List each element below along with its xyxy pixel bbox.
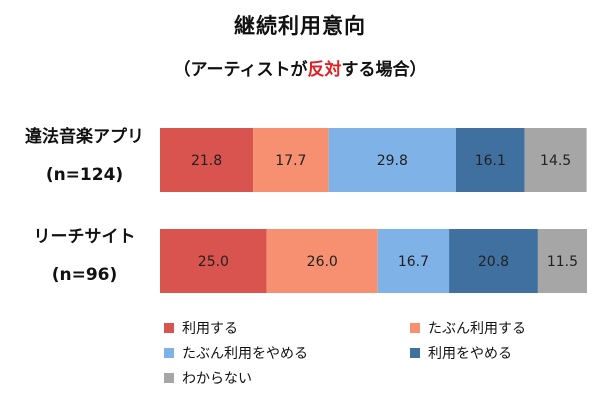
legend-item: 利用をやめる [410, 343, 512, 363]
data-label: 16.7 [398, 254, 429, 270]
data-label: 25.0 [198, 254, 229, 270]
bar-segment [449, 229, 538, 293]
data-label: 17.7 [275, 153, 306, 169]
legend-swatch [410, 323, 420, 333]
legend-swatch [164, 348, 174, 358]
bar-segment [455, 128, 525, 192]
bar-segment [266, 229, 378, 293]
data-label: 26.0 [307, 254, 338, 270]
bar-segment [537, 229, 587, 293]
bar-segment [377, 229, 450, 293]
category-label-illegal-music-app: 違法音楽アプリ (n=124) [12, 126, 157, 186]
bar-segment [160, 128, 254, 192]
subtitle-suffix: する場合） [341, 60, 427, 80]
bar-segment [160, 229, 267, 293]
legend-swatch [164, 323, 174, 333]
legend-label: 利用する [182, 321, 238, 337]
legend-swatch [410, 348, 420, 358]
bar-segment [524, 128, 587, 192]
bar-segment [328, 128, 456, 192]
category-label-leech-site: リーチサイト (n=96) [12, 226, 157, 286]
category-count: (n=96) [51, 265, 118, 285]
legend-item: 利用する [164, 318, 238, 338]
data-label: 11.5 [547, 254, 578, 270]
subtitle-prefix: （アーティストが [173, 60, 308, 80]
category-name: リーチサイト [33, 227, 136, 247]
category-count: (n=124) [45, 165, 124, 185]
legend-item: たぶん利用をやめる [164, 343, 308, 363]
category-name: 違法音楽アプリ [25, 127, 144, 147]
legend-item: わからない [164, 368, 252, 388]
subtitle-highlight: 反対 [307, 60, 342, 80]
chart-subtitle: （アーティストが反対する場合） [0, 55, 600, 80]
data-label: 14.5 [540, 153, 571, 169]
legend-label: たぶん利用する [428, 321, 526, 337]
legend-label: わからない [182, 371, 252, 387]
data-label: 21.8 [191, 153, 222, 169]
legend-label: 利用をやめる [428, 346, 512, 362]
chart-title: 継続利用意向 [234, 14, 366, 38]
data-label: 29.8 [377, 153, 408, 169]
data-label: 20.8 [478, 254, 509, 270]
bar-segment [253, 128, 329, 192]
legend-swatch [164, 373, 174, 383]
data-label: 16.1 [475, 153, 506, 169]
legend-label: たぶん利用をやめる [182, 346, 308, 362]
legend-item: たぶん利用する [410, 318, 526, 338]
